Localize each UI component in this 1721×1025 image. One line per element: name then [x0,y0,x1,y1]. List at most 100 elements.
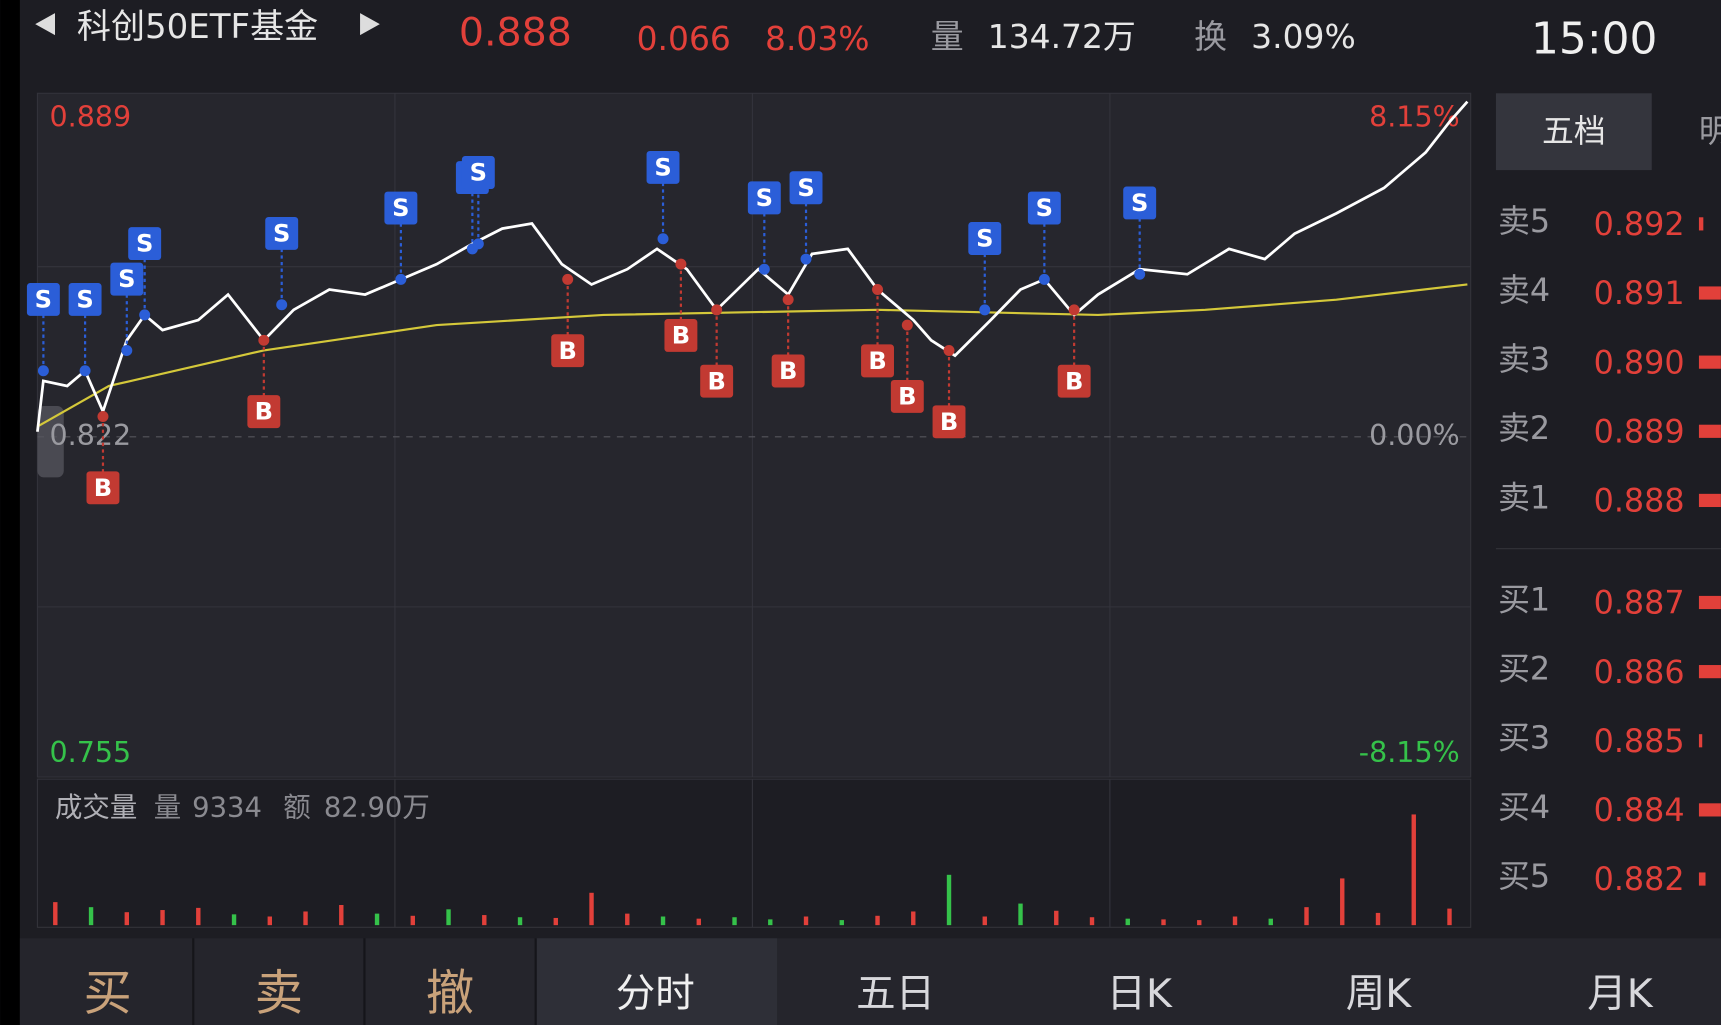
volume-bar [517,917,523,926]
order-label: 卖5 [1498,202,1550,240]
y2-tick-label: 0.00% [1369,419,1460,452]
signal-dot [979,304,991,316]
signal-box [747,181,781,215]
order-price: 0.891 [1594,274,1685,312]
volume-bar [1125,918,1130,926]
volume-bar [625,913,630,926]
y-tick-label: 0.755 [49,736,131,769]
volume-bar [1018,903,1023,926]
volume-value: 9334 [192,792,262,823]
signal-dot [79,365,91,377]
volume-bar [231,914,237,926]
signal-label: B [940,408,958,436]
tab[interactable]: 五档 [1542,112,1606,150]
volume-title: 成交量 [55,792,137,823]
volume-bar [696,918,701,926]
signal-dot [758,263,770,275]
volume-bar [339,905,344,926]
signal-dot [395,273,407,285]
signal-dot [139,309,151,321]
order-label: 卖4 [1498,271,1550,309]
signal-box [1123,186,1157,220]
signal-label: S [273,220,290,248]
order-label: 卖3 [1498,340,1550,378]
signal-label: B [1065,367,1083,395]
trade-button[interactable]: 买 [84,965,132,1021]
y2-tick-label: -8.15% [1359,736,1460,769]
signal-dot [872,284,884,296]
volume-bar [589,892,594,926]
signal-box [890,379,924,413]
period-tab[interactable]: 月K [1587,971,1654,1017]
amount-value: 82.90万 [324,792,430,823]
y-tick-label: 0.889 [49,101,131,134]
volume-bar [1375,912,1381,926]
signal-box [968,222,1002,255]
volume-bar [1447,908,1452,926]
signal-label: S [756,184,773,212]
depth-bars [1698,217,1721,886]
trade-button[interactable]: 撤 [426,965,474,1021]
order-price: 0.885 [1594,722,1685,760]
order-price: 0.886 [1594,653,1685,691]
period-tab[interactable]: 五日 [856,971,935,1017]
signal-dot [657,233,669,245]
volume-bar [732,917,737,926]
signal-dot [1038,273,1050,285]
signal-label: B [672,322,690,350]
signal-box [551,334,585,368]
order-price: 0.888 [1594,482,1685,520]
next-button[interactable] [360,13,380,36]
signal-box [1027,191,1061,225]
signal-dot [258,334,270,346]
signal-dot [472,238,484,250]
volume-bar [1054,910,1059,926]
signal-box [68,282,102,316]
period-tab[interactable]: 分时 [616,971,695,1017]
signal-label: S [1036,194,1053,222]
volume-bar [982,916,987,926]
order-label: 卖2 [1498,409,1550,447]
signal-dot [37,365,49,377]
volume-bar [803,916,809,926]
signal-label: S [76,286,93,314]
volume-bar [875,915,880,926]
volume-bar [303,911,308,926]
signal-dot [675,258,687,270]
signal-label: B [255,398,273,426]
prev-button[interactable] [35,13,55,36]
signal-dot [97,410,109,422]
amount-label: 额 [283,792,310,823]
signal-box [1057,364,1091,398]
signal-box [700,364,734,398]
signal-box [265,216,299,250]
volume-bar [196,907,201,926]
signal-label: B [868,347,886,375]
order-price: 0.889 [1594,412,1685,450]
period-tab[interactable]: 日K [1107,971,1174,1017]
signal-label: B [94,474,112,502]
signal-dot [943,344,955,356]
period-tab[interactable]: 周K [1346,971,1413,1017]
change-pct: 8.03% [765,19,870,58]
volume-bar [911,911,916,926]
tab[interactable]: 明 [1699,112,1721,150]
order-price: 0.887 [1594,584,1685,622]
volume-bar [1268,918,1273,926]
tab-active[interactable] [1495,93,1652,171]
time: 15:00 [1531,14,1657,65]
volume-label: 量 [154,792,181,823]
signal-box [461,156,495,189]
signal-dot [1134,268,1146,280]
order-label: 买5 [1498,857,1550,895]
signal-label: B [559,337,577,365]
volume: 134.72万 [988,17,1136,56]
signal-box [86,471,120,505]
turnover-label: 换 [1194,17,1227,56]
order-price: 0.892 [1594,205,1685,243]
signal-dot [901,319,913,331]
order-label: 买2 [1498,650,1550,688]
trade-button[interactable]: 卖 [255,965,303,1021]
